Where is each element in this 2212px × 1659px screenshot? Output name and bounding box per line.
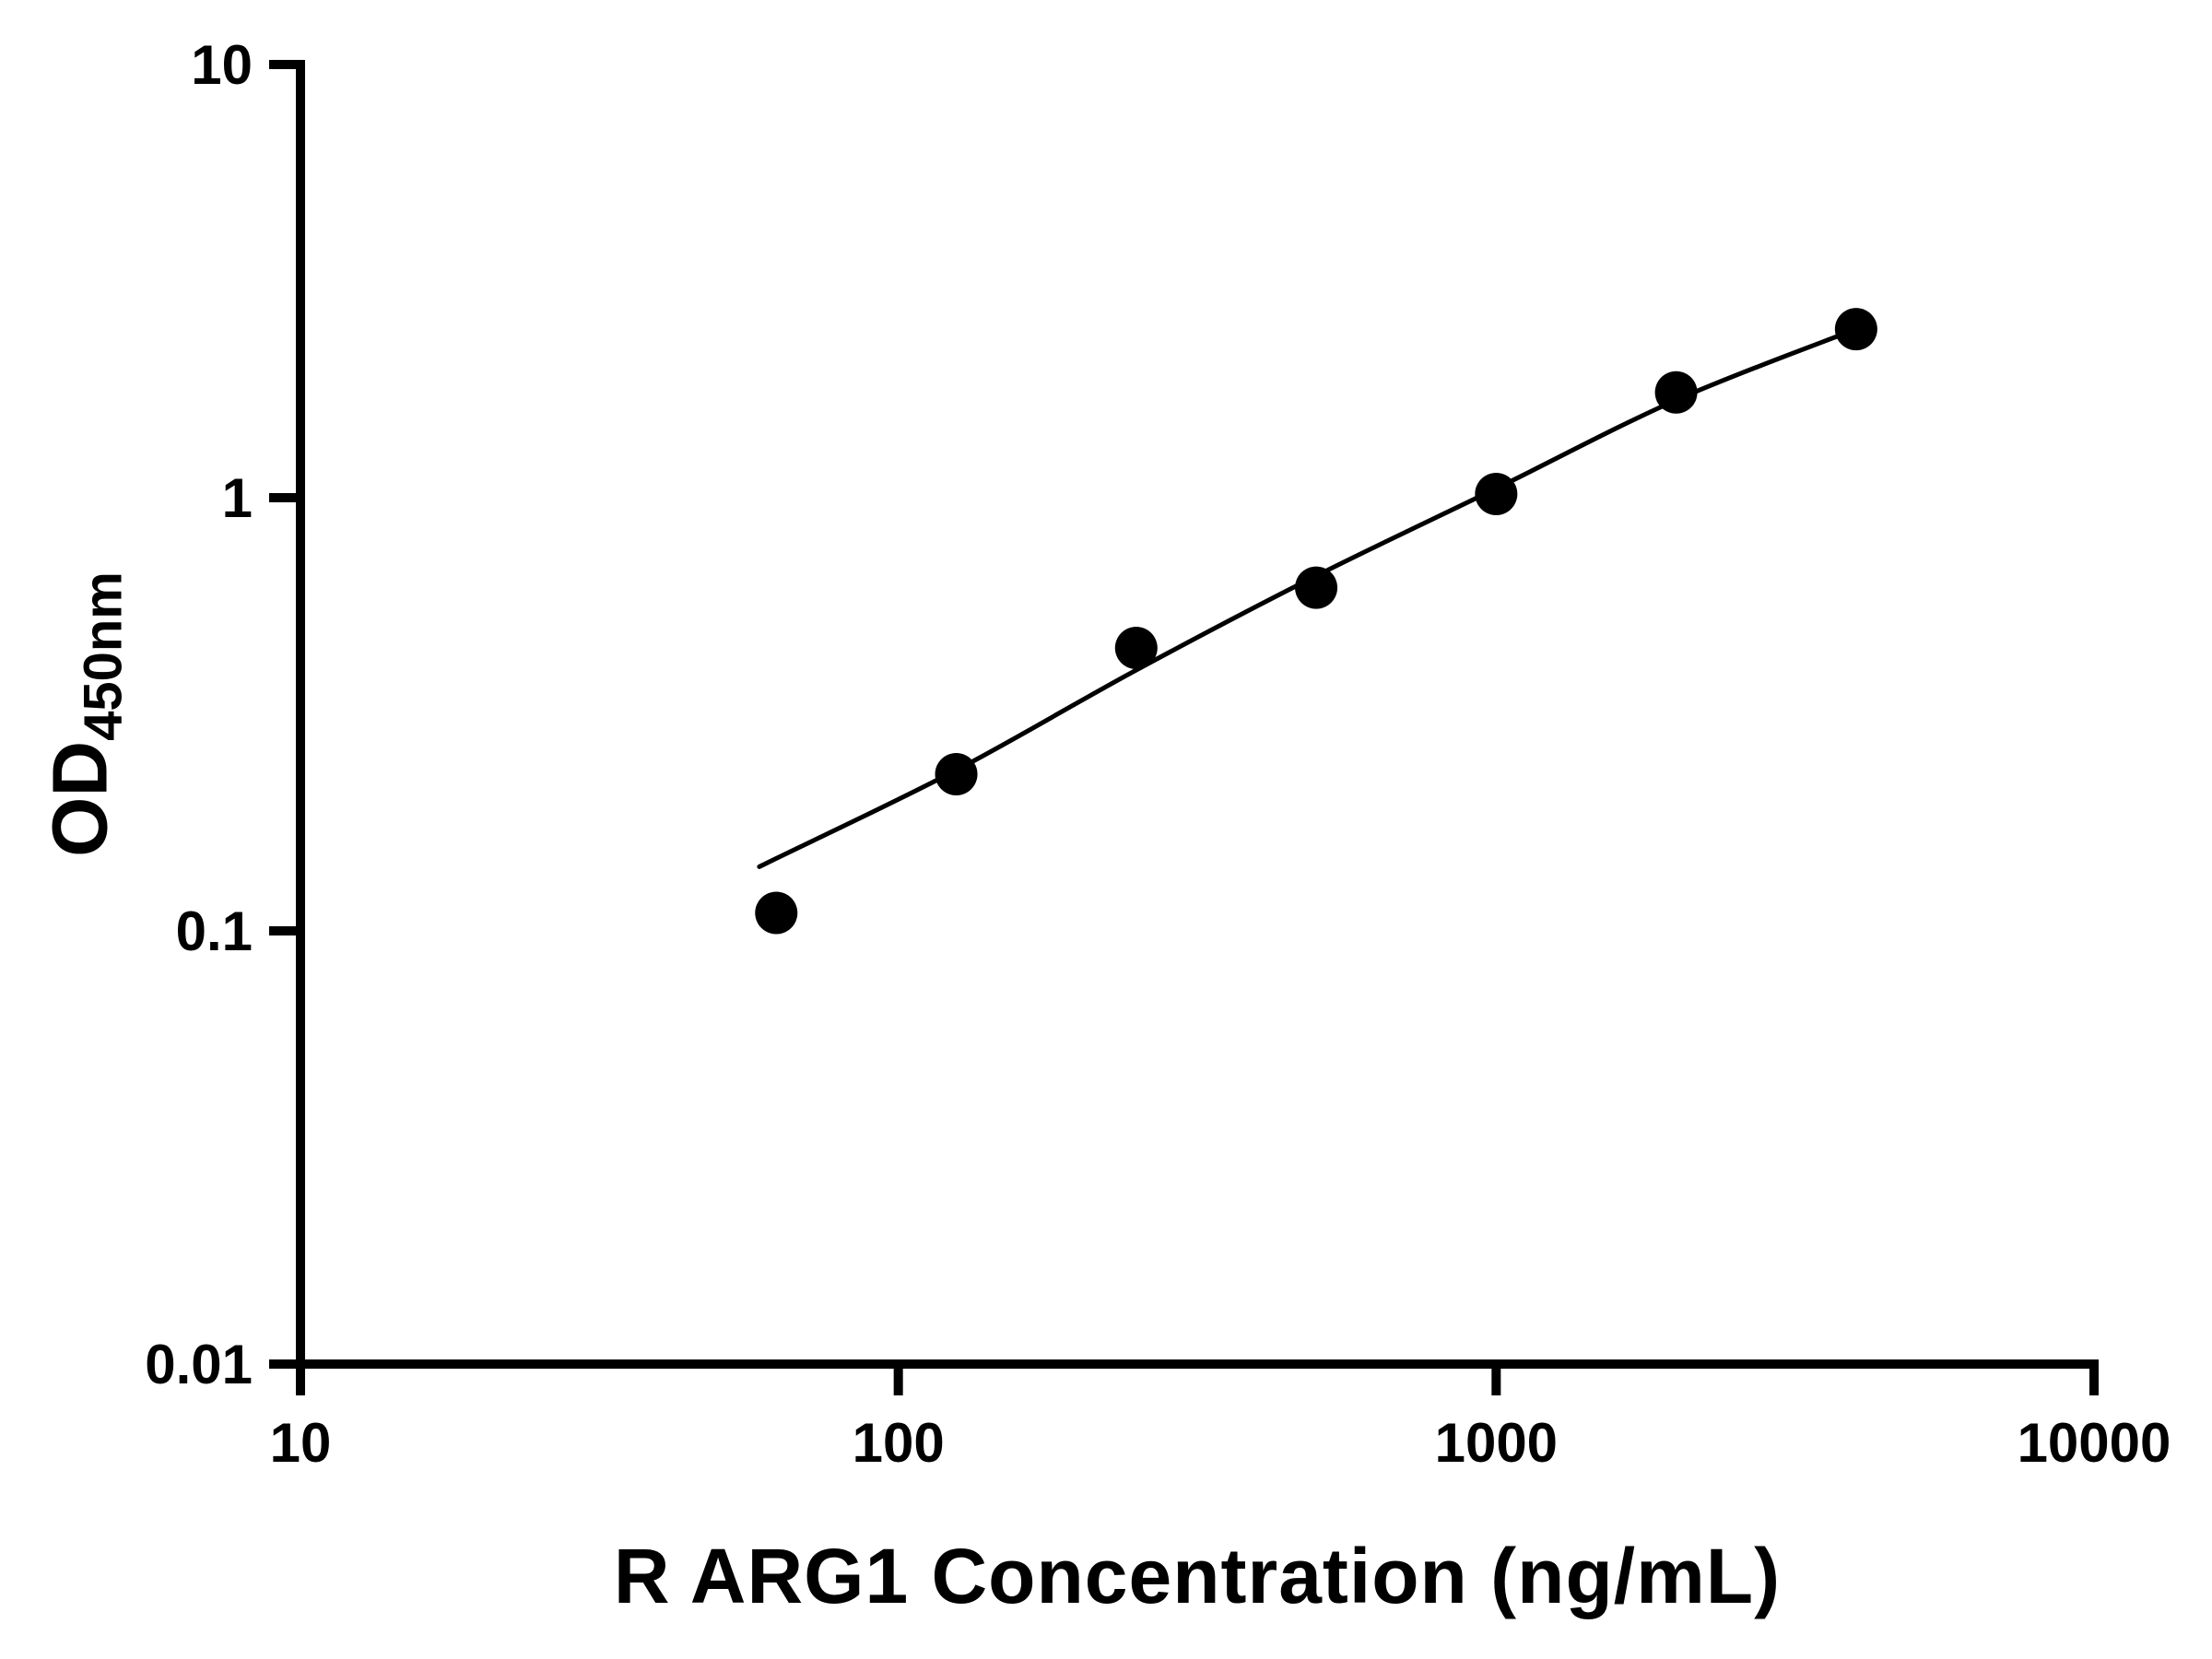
y-axis-tick-label: 1 [222, 467, 253, 529]
y-axis-tick-label: 0.01 [145, 1334, 253, 1395]
y-axis-tick-label: 10 [191, 34, 253, 96]
data-point-marker [1114, 626, 1158, 669]
data-point-marker [1295, 566, 1338, 609]
axes [296, 60, 2099, 1369]
x-axis-tick-label: 100 [853, 1412, 945, 1474]
x-axis-tick-label: 1000 [1435, 1412, 1558, 1474]
x-axis-title: R ARG1 Concentration (ng/mL) [613, 1533, 1782, 1619]
y-axis-title-main: OD [36, 740, 124, 857]
data-point-marker [1475, 472, 1518, 515]
data-point-marker [1834, 308, 1877, 351]
data-point-marker [755, 891, 798, 935]
x-axis-tick-label: 10000 [2018, 1412, 2171, 1474]
y-axis-title-sub: 450nm [73, 571, 134, 741]
y-axis-title: OD450nm [36, 571, 135, 857]
x-axis-tick-label: 10 [270, 1412, 332, 1474]
data-point-marker [935, 752, 978, 795]
y-axis-tick-label: 0.1 [176, 900, 253, 962]
data-point-marker [1654, 371, 1698, 414]
